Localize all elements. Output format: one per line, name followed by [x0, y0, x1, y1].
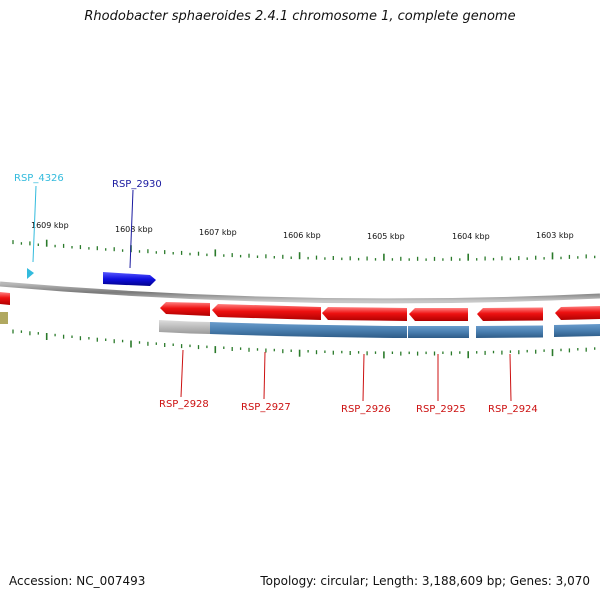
label-rsp-2925[interactable]: RSP_2925 [416, 404, 466, 415]
leader-rsp-2924 [509, 353, 512, 402]
label-rsp-2924[interactable]: RSP_2924 [488, 404, 538, 415]
feature-gray-segment [159, 320, 210, 334]
gene-rsp-2930[interactable] [103, 272, 156, 286]
scale-label-1606: 1606 kbp [283, 231, 321, 240]
feature-segment-1 [210, 322, 407, 338]
inner-tick-ring [12, 329, 596, 359]
feature-track [0, 312, 600, 338]
scale-label-1603: 1603 kbp [536, 231, 574, 240]
gene-rsp-2924[interactable] [477, 307, 543, 322]
feature-segment-4 [554, 324, 600, 337]
label-rsp-4326[interactable]: RSP_4326 [14, 173, 64, 184]
gene-edge-right[interactable] [555, 306, 600, 320]
feature-segment-3 [476, 325, 543, 338]
genome-summary: Topology: circular; Length: 3,188,609 bp… [260, 574, 590, 588]
gene-rsp-2926[interactable] [322, 307, 407, 321]
reverse-genes [0, 292, 600, 321]
scale-label-1605: 1605 kbp [367, 232, 405, 241]
outer-tick-ring [12, 239, 596, 261]
scale-label-1609: 1609 kbp [31, 221, 69, 230]
scale-label-1607: 1607 kbp [199, 228, 237, 237]
forward-genes [27, 268, 156, 286]
leader-rsp-2930 [129, 189, 134, 269]
gene-rsp-2927[interactable] [212, 304, 321, 320]
accession-text: Accession: NC_007493 [9, 574, 146, 588]
scale-label-1608: 1608 kbp [115, 225, 153, 234]
leader-rsp-2927 [263, 351, 266, 400]
leader-rsp-2926 [362, 353, 365, 402]
label-rsp-2926[interactable]: RSP_2926 [341, 404, 391, 415]
gene-rsp-4326[interactable] [27, 268, 34, 279]
gene-edge-left[interactable] [0, 292, 10, 305]
label-rsp-2927[interactable]: RSP_2927 [241, 402, 291, 413]
gene-rsp-2925[interactable] [409, 308, 468, 321]
feature-segment-2 [408, 326, 469, 338]
leader-lines [32, 185, 512, 402]
label-rsp-2928[interactable]: RSP_2928 [159, 399, 209, 410]
leader-rsp-4326 [32, 185, 37, 263]
leader-rsp-2928 [180, 349, 184, 398]
gene-rsp-2928[interactable] [160, 302, 210, 316]
gene-labels: RSP_4326 RSP_2930 RSP_2928 RSP_2927 RSP_… [14, 173, 538, 415]
map-title: Rhodobacter sphaeroides 2.4.1 chromosome… [84, 9, 516, 24]
chromosome-backbone [0, 281, 600, 304]
scale-labels: 1609 kbp 1608 kbp 1607 kbp 1606 kbp 1605… [31, 221, 574, 241]
label-rsp-2930[interactable]: RSP_2930 [112, 179, 162, 190]
scale-label-1604: 1604 kbp [452, 232, 490, 241]
feature-olive-segment [0, 312, 8, 324]
